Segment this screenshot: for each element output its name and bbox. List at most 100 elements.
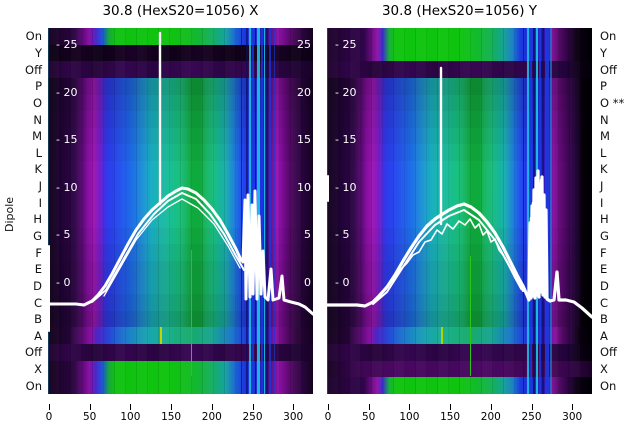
heatmap-row [327, 227, 592, 245]
x-tick-mark [211, 404, 213, 410]
x-tick-label: 50 [362, 411, 376, 423]
heatmap-row [327, 244, 592, 261]
heatmap-row [327, 310, 592, 328]
panel-title-left: 30.8 (HexS20=1056) X [102, 3, 259, 19]
marker-line [441, 327, 443, 344]
x-tick-label: 300 [562, 411, 583, 423]
x-tick-label: 100 [399, 411, 420, 423]
inner-y-tick-label: - 25 [56, 38, 78, 51]
x-tick-mark [328, 404, 329, 410]
panel-title-right: 30.8 (HexS20=1056) Y [381, 3, 538, 19]
dipole-row-label: L [600, 145, 607, 160]
x-axis-left-panel: 0 50 100 150 200 250 300 [46, 394, 313, 430]
x-tick-mark [130, 404, 132, 410]
dipole-row-label: E [600, 262, 608, 277]
dipole-row-label: C [33, 295, 42, 310]
x-tick-label: 300 [283, 411, 304, 423]
vertical-stripe [266, 28, 268, 394]
marker-line [470, 256, 471, 376]
inner-y-tick-label: - 10 [335, 180, 357, 194]
heatmap-row [327, 144, 592, 161]
vertical-stripe [257, 28, 260, 394]
x-tick-mark [450, 404, 452, 410]
dipole-row-label: J [600, 179, 604, 194]
bundle-curve-2 [91, 192, 245, 303]
curve-overlay [327, 66, 592, 319]
main-curve [327, 169, 592, 319]
x-tick-label: 150 [440, 411, 461, 423]
vertical-stripe [241, 28, 242, 394]
dipole-row-label: I [600, 195, 604, 210]
vertical-stripe [249, 28, 251, 394]
vertical-stripe [327, 28, 328, 394]
x-tick-label: 250 [242, 411, 263, 423]
dipole-row-label: Y [34, 45, 42, 60]
inner-y-tick-label: - 0 [56, 275, 71, 289]
x-tick-label: 0 [45, 411, 53, 423]
heatmap-row [327, 111, 592, 128]
x-tick-mark [49, 404, 50, 410]
main-curve [48, 186, 313, 316]
dipole-row-label: O ** [600, 95, 625, 110]
inner-y-tick-label: - 5 [335, 228, 350, 241]
dipole-row-label: On [600, 29, 617, 44]
dipole-row-label: On [25, 29, 42, 44]
dipole-row-label: N [33, 112, 42, 127]
heatmap-row [327, 377, 592, 394]
x-tick-mark [293, 404, 295, 410]
x-tick-label: 150 [161, 411, 182, 423]
dipole-labels-right: On Y Off P O ** N M L K J I H G F E D C B A Off X On [598, 28, 640, 394]
dipole-row-label: N [600, 112, 609, 127]
heatmap-row [327, 343, 592, 361]
heatmap-row [327, 360, 592, 378]
heatmap-row [327, 294, 592, 311]
marker-line [160, 327, 162, 344]
heatmap-row [327, 127, 592, 145]
inner-y-tick-label-right: 20 [297, 85, 311, 99]
heatmap-row [327, 161, 592, 178]
inner-y-tick-label-right: 15 [297, 133, 311, 146]
x-tick-mark [368, 404, 370, 410]
x-axis-right-panel: 0 50 100 150 200 250 300 [325, 394, 592, 430]
inner-y-tick-label: - 25 [335, 38, 357, 51]
dipole-row-label: M [32, 129, 42, 144]
vertical-stripe [48, 28, 49, 394]
heatmap-row [327, 210, 592, 228]
heatmap-row [327, 77, 592, 95]
inner-y-tick-label-right: 10 [297, 180, 311, 194]
dipole-row-label: D [33, 278, 42, 293]
inner-y-tick-label-right: 5 [304, 228, 311, 241]
inner-y-tick-label-right: 0 [304, 275, 311, 289]
dipole-row-label: F [35, 245, 42, 260]
x-tick-label: 0 [324, 411, 332, 423]
x-tick-mark [490, 404, 492, 410]
x-tick-label: 200 [480, 411, 501, 423]
heatmap-row [327, 327, 592, 344]
dipole-row-label: H [600, 212, 609, 227]
marker-line [191, 250, 192, 376]
x-tick-mark [89, 404, 91, 410]
x-tick-mark [409, 404, 411, 410]
dipole-row-label: X [34, 362, 42, 377]
dipole-row-label: A [600, 328, 608, 343]
vertical-stripe [274, 28, 275, 394]
heatmap-row [327, 61, 592, 78]
inner-y-tick-label: - 20 [335, 85, 357, 99]
x-tick-label: 50 [83, 411, 97, 423]
inner-y-tick-label: - 20 [56, 85, 78, 99]
inner-y-tick-label-right: 25 [297, 38, 311, 51]
dipole-row-label: Off [600, 345, 617, 360]
x-tick-mark [171, 404, 173, 410]
dipole-row-label: Off [600, 62, 617, 77]
x-tick-mark [531, 404, 533, 410]
dipole-row-label: M [600, 129, 610, 144]
heatmap-row [327, 28, 592, 45]
dipole-row-label: B [34, 312, 42, 327]
vertical-stripe [261, 28, 263, 394]
inner-y-tick-label: - 15 [56, 133, 78, 146]
dipole-row-label: Y [600, 45, 608, 60]
x-tick-label: 200 [201, 411, 222, 423]
dipole-row-label: G [33, 228, 42, 243]
dipole-row-label: I [38, 195, 42, 210]
